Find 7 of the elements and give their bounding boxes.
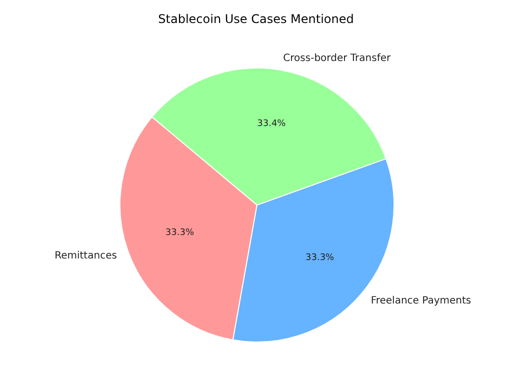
slice-label: Remittances xyxy=(54,250,117,262)
chart-title: Stablecoin Use Cases Mentioned xyxy=(158,12,354,26)
slice-label: Cross-border Transfer xyxy=(283,52,392,64)
data-label: 33.4% xyxy=(257,119,286,130)
data-label: 33.3% xyxy=(165,228,194,238)
slice-label: Freelance Payments xyxy=(370,296,472,307)
data-label: 33.3% xyxy=(306,253,335,264)
